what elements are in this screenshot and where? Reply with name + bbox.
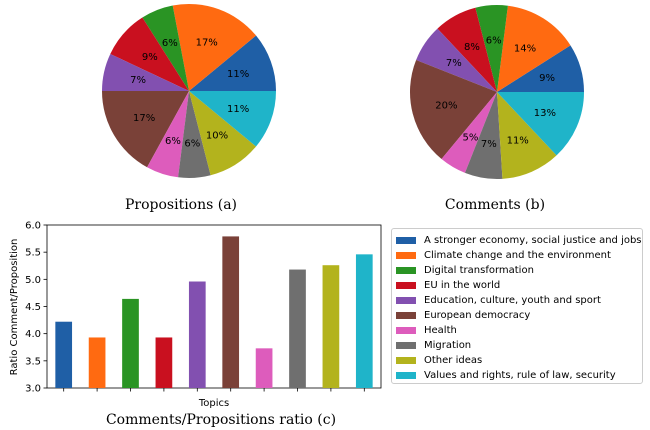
legend-label: Other ideas [424, 355, 483, 366]
y-tick-label: 3.0 [25, 384, 41, 395]
pie-slice-label: 11% [507, 135, 529, 146]
y-tick-label: 4.0 [25, 329, 41, 340]
pie-slice [441, 92, 497, 173]
caption-propositions: Propositions (a) [125, 197, 237, 213]
legend-swatch [396, 282, 416, 289]
legend-swatch [396, 237, 416, 244]
legend-label: Health [424, 325, 457, 336]
bar [355, 254, 373, 388]
legend-label: Values and rights, rule of law, security [424, 370, 616, 381]
legend-item: European democracy [392, 308, 530, 323]
pie-slice-label: 9% [539, 73, 555, 84]
pie-chart-comments: 9%14%6%8%7%20%5%7% 11%13% [409, 5, 584, 180]
pie-slice-label: 17% [133, 113, 155, 124]
y-tick-label: 3.5 [25, 356, 41, 367]
pie-slice-label: 13% [534, 108, 556, 119]
pie-slice [464, 92, 503, 180]
legend-swatch [396, 357, 416, 364]
bar [255, 348, 273, 388]
legend: A stronger economy, social justice and j… [391, 228, 643, 384]
pie-slice-label: 6% [165, 136, 181, 147]
pie-slice [172, 3, 257, 92]
pie-slice-label: 11% [227, 104, 249, 115]
bar [289, 269, 306, 388]
pie-slice [189, 91, 257, 176]
legend-swatch [396, 342, 416, 349]
legend-item: Values and rights, rule of law, security [392, 368, 616, 383]
bar [188, 281, 206, 388]
pie-slice-label: 17% [196, 37, 218, 48]
pie-slice-label: 6% [184, 139, 200, 150]
y-tick-label: 5.0 [25, 275, 41, 286]
pie-slice [437, 7, 497, 92]
bar [322, 265, 340, 388]
legend-label: EU in the world [424, 280, 501, 291]
legend-label: Education, culture, youth and sport [424, 295, 601, 306]
pie-slice [110, 17, 189, 91]
pie-slice-label: 5% [462, 132, 478, 143]
legend-item: Climate change and the environment [392, 248, 611, 263]
bar-chart-ratio: 3.0 3.5 4.0 4.5 5.0 5.5 6.0 [25, 221, 382, 395]
legend-item: Migration [392, 338, 471, 353]
pie-slice [189, 35, 276, 91]
pie-slice-label: 6% [162, 38, 178, 49]
legend-label: Climate change and the environment [424, 250, 611, 261]
legend-label: Digital transformation [424, 265, 534, 276]
pie-slice [142, 5, 189, 91]
x-axis-label: Topics [198, 398, 229, 409]
pie-slice-label: 8% [464, 42, 480, 53]
y-axis-label: Ratio Comment/Proposition [9, 239, 20, 376]
legend-item: EU in the world [392, 278, 500, 293]
legend-swatch [396, 267, 416, 274]
legend-label: A stronger economy, social justice and j… [424, 235, 642, 246]
pie-slice [189, 91, 276, 147]
bar [222, 236, 240, 388]
pie-slice [147, 91, 189, 178]
legend-swatch [396, 297, 416, 304]
legend-item: Health [392, 323, 457, 338]
pie-slice [497, 5, 571, 92]
pie-slice-label: 7% [446, 58, 462, 69]
pie-slice-label: 14% [514, 43, 536, 54]
pie-slice [497, 92, 557, 179]
legend-swatch [396, 327, 416, 334]
y-tick-label: 5.5 [25, 248, 41, 259]
legend-item: A stronger economy, social justice and j… [392, 233, 642, 248]
pie-slice [409, 59, 497, 160]
pie-slice [475, 5, 508, 92]
bar [55, 321, 73, 388]
pie-slice-label: 11% [227, 69, 249, 80]
legend-swatch [396, 312, 416, 319]
pie-slice [497, 45, 584, 92]
pie-slice [178, 91, 211, 178]
y-tick-label: 6.0 [25, 221, 41, 232]
pie-slice-label: 20% [435, 101, 457, 112]
pie-slice [102, 91, 189, 168]
pie-slice-label: 7% [481, 139, 497, 150]
pie-slice [497, 92, 584, 156]
bar [88, 337, 106, 388]
legend-item: Other ideas [392, 353, 482, 368]
caption-comments: Comments (b) [445, 197, 545, 213]
pie-slice-label: 6% [486, 35, 502, 46]
bar [155, 337, 173, 388]
pie-slice [102, 53, 189, 91]
legend-swatch [396, 372, 416, 379]
legend-swatch [396, 252, 416, 259]
legend-item: Digital transformation [392, 263, 534, 278]
legend-label: European democracy [424, 310, 531, 321]
pie-chart-propositions: 11%17%6%9%7%17%6% 6%10%11% [102, 3, 276, 178]
y-tick-label: 4.5 [25, 302, 41, 313]
pie-slice-label: 9% [142, 52, 158, 63]
caption-ratio: Comments/Propositions ratio (c) [106, 412, 336, 428]
pie-slice-label: 7% [130, 75, 146, 86]
pie-slice [416, 28, 497, 92]
legend-label: Migration [424, 340, 472, 351]
bar [122, 298, 139, 388]
legend-item: Education, culture, youth and sport [392, 293, 601, 308]
pie-slice-label: 10% [206, 131, 228, 142]
